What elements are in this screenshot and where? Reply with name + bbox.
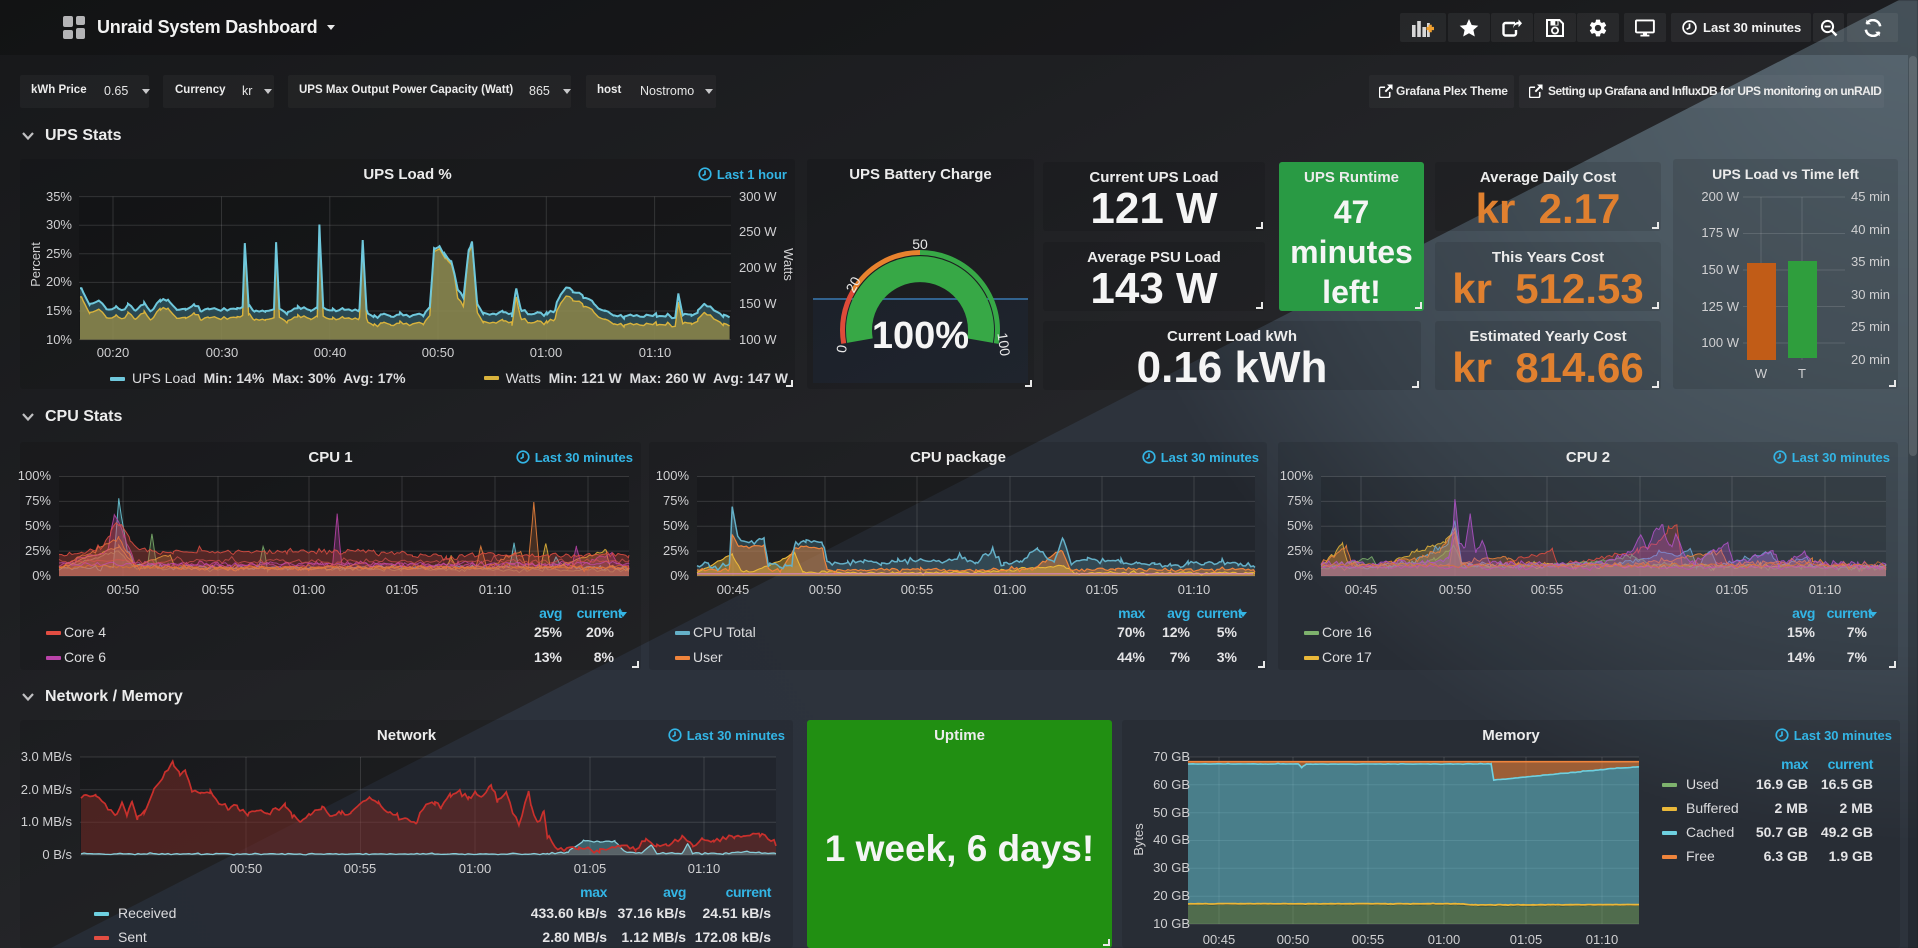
svg-text:0: 0 (833, 344, 850, 354)
svg-text:20: 20 (842, 274, 864, 295)
svg-text:50: 50 (912, 236, 928, 252)
svg-text:100: 100 (994, 332, 1013, 358)
